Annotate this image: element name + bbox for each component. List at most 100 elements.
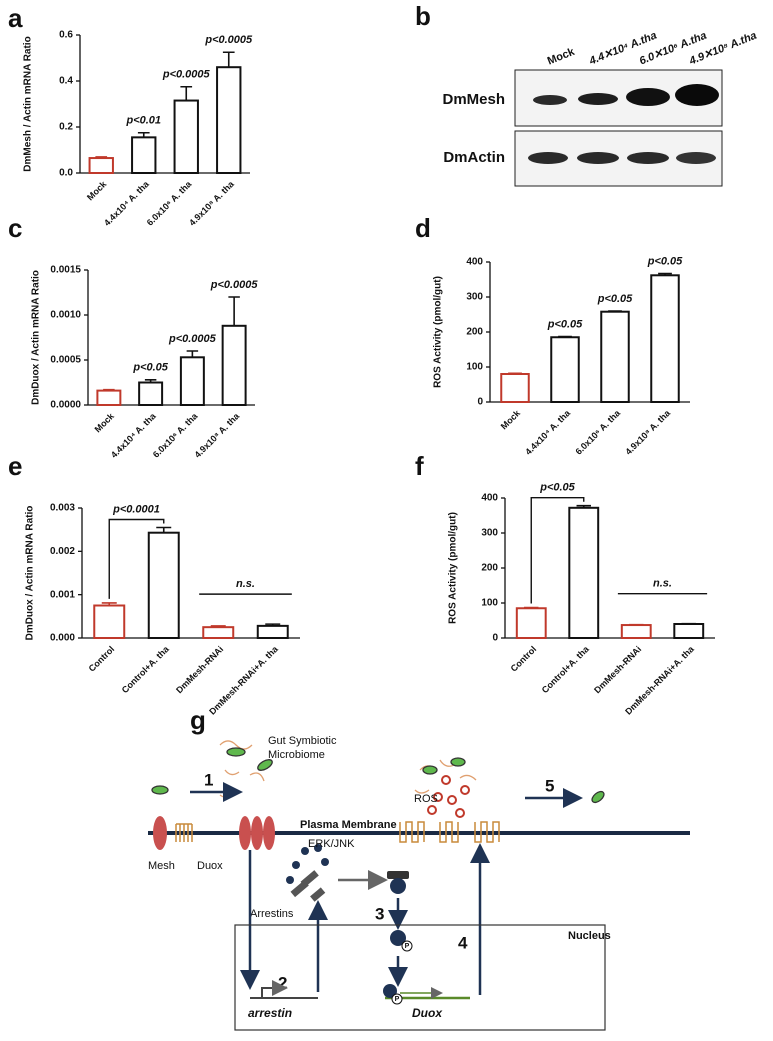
x-tick-label: Control+A. tha [540,643,592,695]
microbiome-label: Microbiome [268,749,325,761]
error-bar [186,350,199,358]
y-axis-label: DmMesh / Actin mRNA Ratio [23,36,34,171]
error-bar [210,625,226,628]
x-tick-label: DmMesh-RNAi [174,644,225,695]
step-label: 3 [375,904,384,923]
x-tick-label: DmMesh-RNAi [592,644,643,695]
error-bar [156,526,172,533]
microbiome-label: Gut Symbiotic [268,735,337,747]
annotation: p<0.01 [125,115,161,127]
bracket [108,518,165,599]
bar [620,624,652,639]
row-label: DmActin [443,149,505,166]
bar [650,274,680,403]
y-tick-label: 0.4 [59,76,73,87]
band [627,152,669,164]
mesh-label: Mesh [148,860,175,872]
bar [600,310,630,404]
y-axis-label: ROS Activity (pmol/gut) [433,276,444,388]
bar [179,356,205,406]
annotation: p<0.05 [647,255,683,267]
y-tick-label: 0 [492,633,498,644]
y-axis-label: DmDuox / Actin mRNA Ratio [31,270,42,405]
y-tick-label: 200 [466,327,483,338]
diagram-panel: g Gut Symbiotic Microbiome ROS 1 5 Plasm… [148,705,690,1031]
step-label: 1 [204,770,213,789]
ros-label: ROS [414,793,438,805]
y-tick-label: 400 [481,493,498,504]
y-tick-label: 0 [477,397,483,408]
x-tick-label: Mock [499,407,523,431]
y-tick-label: 0.000 [50,633,75,644]
erk-label: ERK/JNK [308,838,355,850]
y-tick-label: 0.2 [59,122,73,133]
bar [256,624,289,639]
nucleus [234,924,606,1031]
x-tick-label: Control [509,644,539,674]
error-bar [658,272,672,276]
bar [88,157,114,175]
annotation: p<0.0005 [204,34,253,46]
y-tick-label: 300 [466,292,483,303]
band [578,93,618,105]
annotation: p<0.05 [539,482,575,494]
annotation: p<0.05 [597,293,633,305]
gene-label: arrestin [248,1006,292,1020]
bar [515,607,547,639]
x-tick-label: 4.9x10⁸ A. tha [623,407,672,456]
band [626,88,670,106]
annotation: n.s. [236,578,255,590]
error-bar [508,372,522,375]
nucleus-label: Nucleus [568,930,611,942]
y-tick-label: 0.0 [59,168,73,179]
phospho [401,940,413,952]
panel-letter: e [8,451,22,481]
panel-letter: b [415,1,431,31]
annotation: p<0.05 [132,362,168,374]
y-tick-label: 200 [481,563,498,574]
y-tick-label: 0.002 [50,546,75,557]
row-label: DmMesh [442,91,505,108]
x-tick-label: 4.9x10⁸ A. tha [192,410,241,459]
x-tick-label: 4.9x10⁸ A. tha [187,178,236,227]
x-tick-label: Mock [85,178,109,202]
bar [221,324,247,406]
bar [96,389,122,407]
factor [390,930,406,946]
y-axis-label: DmDuox / Actin mRNA Ratio [25,506,36,641]
y-tick-label: 300 [481,528,498,539]
y-tick-label: 0.0000 [50,400,81,411]
panel-letter: f [415,451,424,481]
mesh-receptor [153,816,167,850]
y-tick-label: 100 [466,362,483,373]
y-tick-label: 400 [466,257,483,268]
error-bar [144,379,157,383]
y-tick-label: 100 [481,598,498,609]
y-tick-label: 0.0015 [50,265,81,276]
x-tick-label: 6.0x10⁶ A. tha [573,407,622,456]
bar [500,373,530,403]
bracket [530,497,585,604]
step-label: 2 [278,973,287,992]
membrane-label: Plasma Membrane [300,819,397,831]
ros-dots [427,775,470,818]
bar [93,604,126,639]
mesh-receptor [251,816,263,850]
gene-label: Duox [412,1006,443,1020]
bar [147,531,180,640]
error-bar [222,51,235,68]
microbes [151,740,605,804]
x-tick-label: Control+A. tha [120,643,172,695]
band [533,95,567,105]
annotation: p<0.0005 [162,69,211,81]
mesh-receptor [263,816,275,850]
y-tick-label: 0.6 [59,30,73,41]
step-label: 4 [458,933,468,952]
phospho-label: P [395,996,400,1003]
duox-label: Duox [197,860,223,872]
annotation: n.s. [653,578,672,590]
error-bar [576,504,591,508]
band [675,84,719,106]
x-tick-label: 4.4x10⁴ A. tha [523,407,573,457]
